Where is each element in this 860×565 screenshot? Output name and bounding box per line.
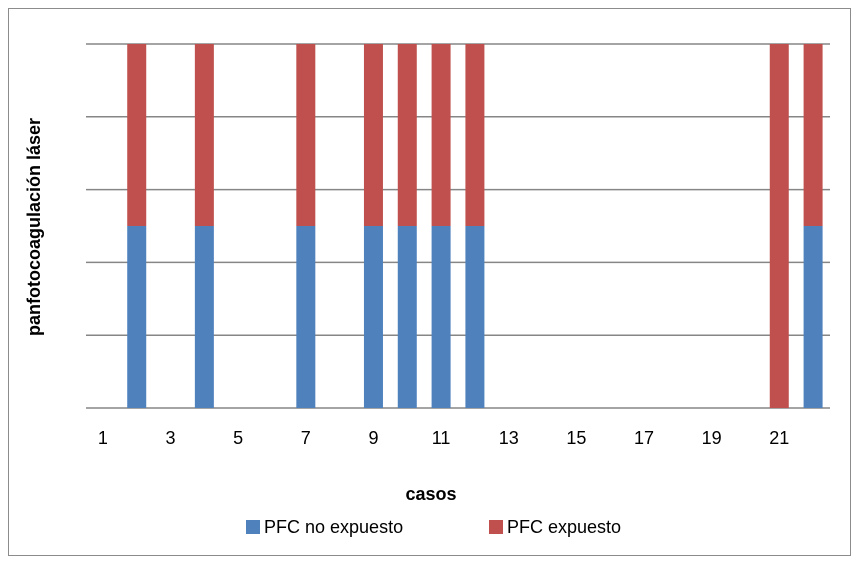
- x-tick-label: 21: [769, 428, 789, 448]
- bar-segment-pfc-expuesto: [465, 44, 485, 226]
- x-tick-label: 3: [166, 428, 176, 448]
- x-tick-label: 7: [301, 428, 311, 448]
- bar-segment-pfc-expuesto: [397, 44, 417, 226]
- bar-segment-pfc-no-expuesto: [803, 226, 823, 408]
- x-axis-title: casos: [405, 484, 456, 504]
- bar-segment-pfc-no-expuesto: [397, 226, 417, 408]
- x-tick-label: 5: [233, 428, 243, 448]
- bar-segment-pfc-expuesto: [803, 44, 823, 226]
- legend-label: PFC no expuesto: [264, 517, 403, 537]
- bars: [127, 44, 823, 408]
- x-tick-labels: 1 3 5 7 9 11 13 15 17 19 21: [98, 428, 789, 448]
- bar-segment-pfc-expuesto: [127, 44, 147, 226]
- bar-segment-pfc-expuesto: [296, 44, 316, 226]
- bar-segment-pfc-no-expuesto: [296, 226, 316, 408]
- x-tick-label: 15: [566, 428, 586, 448]
- x-tick-label: 11: [432, 428, 451, 448]
- bar-segment-pfc-no-expuesto: [363, 226, 383, 408]
- x-tick-label: 9: [368, 428, 378, 448]
- bar-segment-pfc-expuesto: [769, 44, 789, 408]
- chart-frame: [8, 8, 851, 556]
- bar-segment-pfc-no-expuesto: [127, 226, 147, 408]
- bar-segment-pfc-no-expuesto: [431, 226, 451, 408]
- legend-swatch: [489, 520, 503, 534]
- bar-segment-pfc-expuesto: [363, 44, 383, 226]
- y-axis-title: panfotocoagulación láser: [24, 118, 44, 336]
- legend: PFC no expuesto PFC expuesto: [246, 517, 621, 537]
- bar-segment-pfc-expuesto: [431, 44, 451, 226]
- bar-segment-pfc-no-expuesto: [194, 226, 214, 408]
- legend-swatch: [246, 520, 260, 534]
- x-tick-label: 13: [499, 428, 519, 448]
- bar-segment-pfc-expuesto: [194, 44, 214, 226]
- x-tick-label: 19: [702, 428, 722, 448]
- x-tick-label: 1: [98, 428, 108, 448]
- x-tick-label: 17: [634, 428, 654, 448]
- legend-label: PFC expuesto: [507, 517, 621, 537]
- bar-segment-pfc-no-expuesto: [465, 226, 485, 408]
